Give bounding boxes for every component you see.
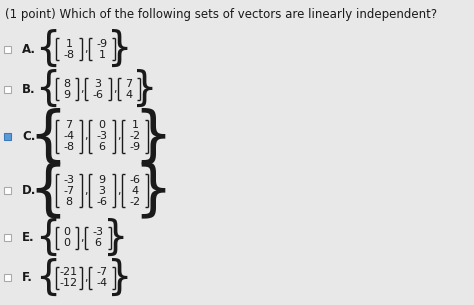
Text: -4: -4 [96,278,108,288]
Text: 4: 4 [126,90,133,100]
Text: -8: -8 [64,142,74,152]
Text: ,: , [84,273,88,283]
Text: 9: 9 [64,90,71,100]
Text: 9: 9 [99,174,106,185]
Text: -12: -12 [60,278,78,288]
Text: 8: 8 [64,79,71,89]
Text: 7: 7 [65,120,73,131]
Text: 6: 6 [99,142,106,152]
Text: ,: , [117,131,120,142]
Text: ,: , [84,131,88,142]
Text: -6: -6 [129,174,140,185]
Text: {: { [28,161,67,220]
Text: 0: 0 [64,227,71,237]
Text: D.: D. [22,184,36,197]
Text: }: } [134,107,173,166]
Text: -9: -9 [129,142,141,152]
Text: {: { [36,218,61,258]
Text: (1 point) Which of the following sets of vectors are linearly independent?: (1 point) Which of the following sets of… [5,8,437,21]
Text: -7: -7 [64,185,74,196]
Text: 1: 1 [99,50,106,60]
Text: }: } [107,258,133,298]
Text: 3: 3 [99,185,106,196]
Bar [4,86,11,93]
Text: {: { [28,107,67,166]
Text: 1: 1 [131,120,138,131]
Text: 4: 4 [131,185,138,196]
Text: -3: -3 [92,227,103,237]
Text: -8: -8 [64,50,74,60]
Text: ,: , [80,84,83,94]
Text: 1: 1 [65,39,73,48]
Text: 0: 0 [64,238,71,248]
Text: {: { [36,69,61,109]
Text: A.: A. [22,43,36,56]
Text: -6: -6 [97,196,108,206]
Text: -6: -6 [92,90,103,100]
Bar [4,187,11,194]
Text: }: } [132,69,158,109]
Bar [4,274,11,281]
Text: C.: C. [22,130,36,143]
Text: }: } [107,29,133,69]
Text: ,: , [80,233,83,243]
Text: -3: -3 [97,131,108,142]
Text: 0: 0 [99,120,106,131]
Text: -3: -3 [64,174,74,185]
Text: -2: -2 [129,131,141,142]
Text: -4: -4 [64,131,74,142]
Text: -2: -2 [129,196,141,206]
Text: {: { [36,258,61,298]
Text: -21: -21 [60,267,78,277]
Text: ,: , [113,84,117,94]
Text: 6: 6 [94,238,101,248]
Text: ,: , [84,185,88,196]
Bar [4,46,11,53]
Text: -7: -7 [96,267,108,277]
Text: {: { [36,29,61,69]
Bar [4,133,11,140]
Text: }: } [134,161,173,220]
Text: ,: , [117,185,120,196]
Text: E.: E. [22,231,35,244]
Text: 7: 7 [126,79,133,89]
Text: F.: F. [22,271,33,284]
Text: }: } [103,218,128,258]
Text: B.: B. [22,83,36,96]
Bar [4,234,11,241]
Text: ,: , [84,44,88,54]
Text: -9: -9 [96,39,108,48]
Text: 8: 8 [65,196,73,206]
Text: 3: 3 [94,79,101,89]
